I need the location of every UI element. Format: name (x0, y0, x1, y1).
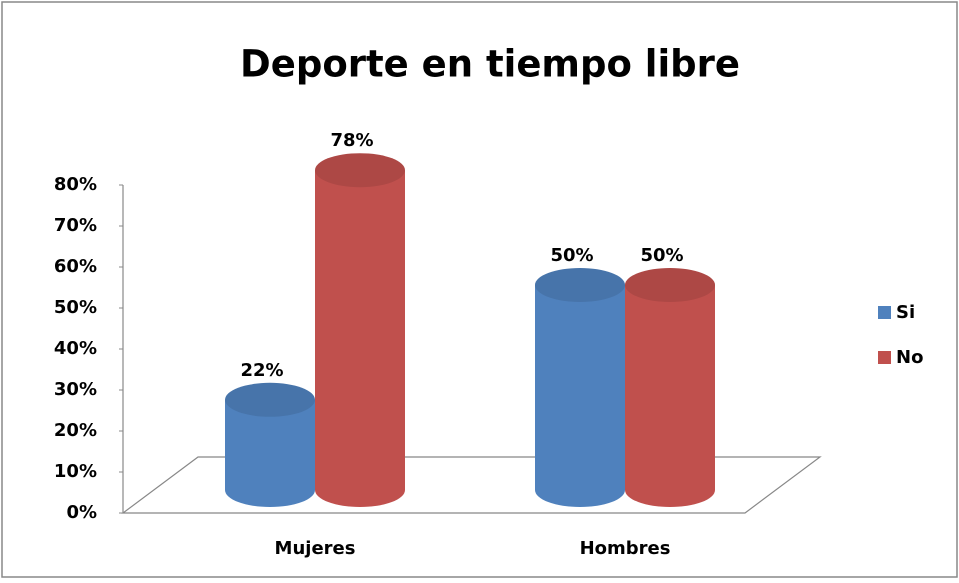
y-tick-label: 40% (54, 338, 97, 359)
floor (121, 456, 822, 514)
y-tick-label: 50% (54, 297, 97, 318)
legend-swatch (878, 351, 891, 364)
bar-body (535, 285, 625, 507)
y-tick-label: 60% (54, 256, 97, 277)
data-label: 50% (550, 245, 593, 266)
bar-top (225, 382, 315, 417)
y-tick-label: 70% (54, 215, 97, 236)
bar-top (535, 268, 625, 302)
y-tick-label: 20% (54, 420, 97, 441)
y-tick-label: 0% (66, 502, 97, 523)
bar-body (315, 170, 405, 507)
bar-body (625, 285, 715, 507)
data-label: 78% (330, 130, 373, 151)
y-tick-label: 30% (54, 379, 97, 400)
chart-title: Deporte en tiempo libre (240, 43, 740, 86)
bar-body (225, 399, 315, 507)
x-tick-label: Hombres (580, 538, 671, 559)
legend-swatch (878, 306, 891, 319)
legend-label: Si (896, 302, 915, 323)
bar-top (625, 268, 715, 302)
x-tick-label: Mujeres (275, 538, 356, 559)
legend-label: No (896, 347, 923, 368)
y-tick-label: 10% (54, 461, 97, 482)
data-label: 50% (640, 245, 683, 266)
y-tick-label: 80% (54, 174, 97, 195)
data-label: 22% (240, 360, 283, 381)
bar-top (315, 153, 405, 188)
